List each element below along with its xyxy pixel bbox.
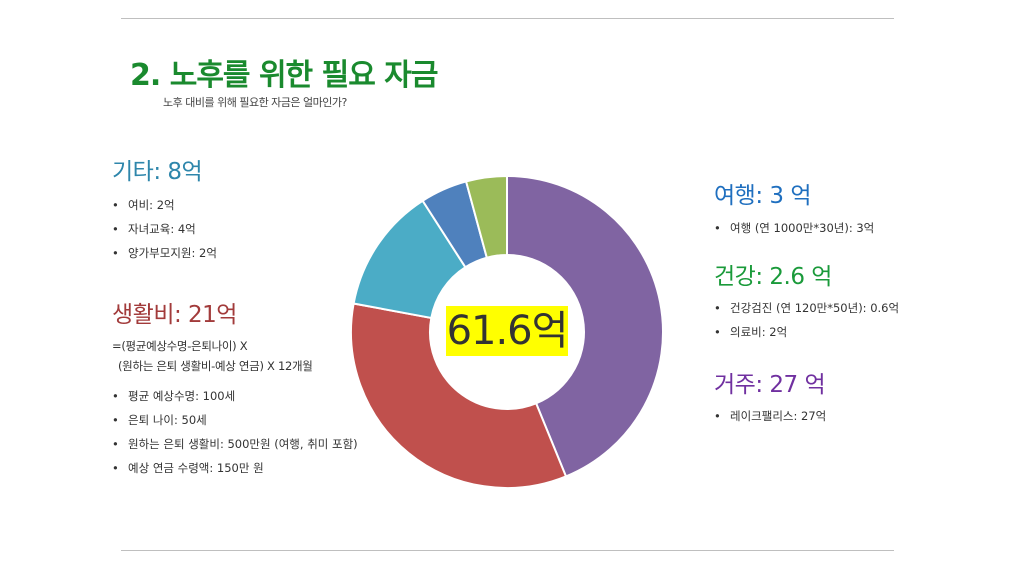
list-item: 원하는 은퇴 생활비: 500만원 (여행, 취미 포함): [112, 435, 358, 459]
top-divider: [121, 18, 894, 19]
list-item: 건강검진 (연 120만*50년): 0.6억: [714, 299, 899, 323]
living-formula-line1: =(평균예상수명-은퇴나이) X: [112, 339, 248, 353]
donut-slice-1: [506, 174, 664, 478]
health-list: 건강검진 (연 120만*50년): 0.6억 의료비: 2억: [714, 299, 899, 347]
list-item: 여비: 2억: [112, 196, 217, 220]
donut-slice-2: [350, 302, 568, 489]
list-item: 레이크팰리스: 27억: [714, 407, 826, 431]
travel-list: 여행 (연 1000만*30년): 3억: [714, 219, 874, 243]
health-heading: 건강: 2.6 억: [714, 264, 832, 290]
list-item: 예상 연금 수령액: 150만 원: [112, 459, 358, 483]
travel-heading: 여행: 3 억: [714, 183, 812, 209]
list-item: 평균 예상수명: 100세: [112, 387, 358, 411]
living-heading: 생활비: 21억: [112, 302, 237, 328]
etc-list: 여비: 2억 자녀교육: 4억 양가부모지원: 2억: [112, 196, 217, 268]
bottom-divider: [121, 550, 894, 551]
housing-list: 레이크팰리스: 27억: [714, 407, 826, 431]
list-item: 여행 (연 1000만*30년): 3억: [714, 219, 874, 243]
list-item: 자녀교육: 4억: [112, 220, 217, 244]
page-subtitle: 노후 대비를 위해 필요한 자금은 얼마인가?: [163, 96, 347, 109]
donut-slice-5: [464, 174, 508, 259]
list-item: 양가부모지원: 2억: [112, 244, 217, 268]
housing-heading: 거주: 27 억: [714, 372, 826, 398]
living-formula-line2: (원하는 은퇴 생활비-예상 연금) X 12개월: [118, 359, 313, 373]
total-label: 61.6억: [446, 306, 568, 356]
etc-heading: 기타: 8억: [112, 159, 203, 185]
list-item: 의료비: 2억: [714, 323, 899, 347]
list-item: 은퇴 나이: 50세: [112, 411, 358, 435]
page-title: 2. 노후를 위한 필요 자금: [130, 58, 438, 93]
living-list: 평균 예상수명: 100세 은퇴 나이: 50세 원하는 은퇴 생활비: 500…: [112, 387, 358, 483]
